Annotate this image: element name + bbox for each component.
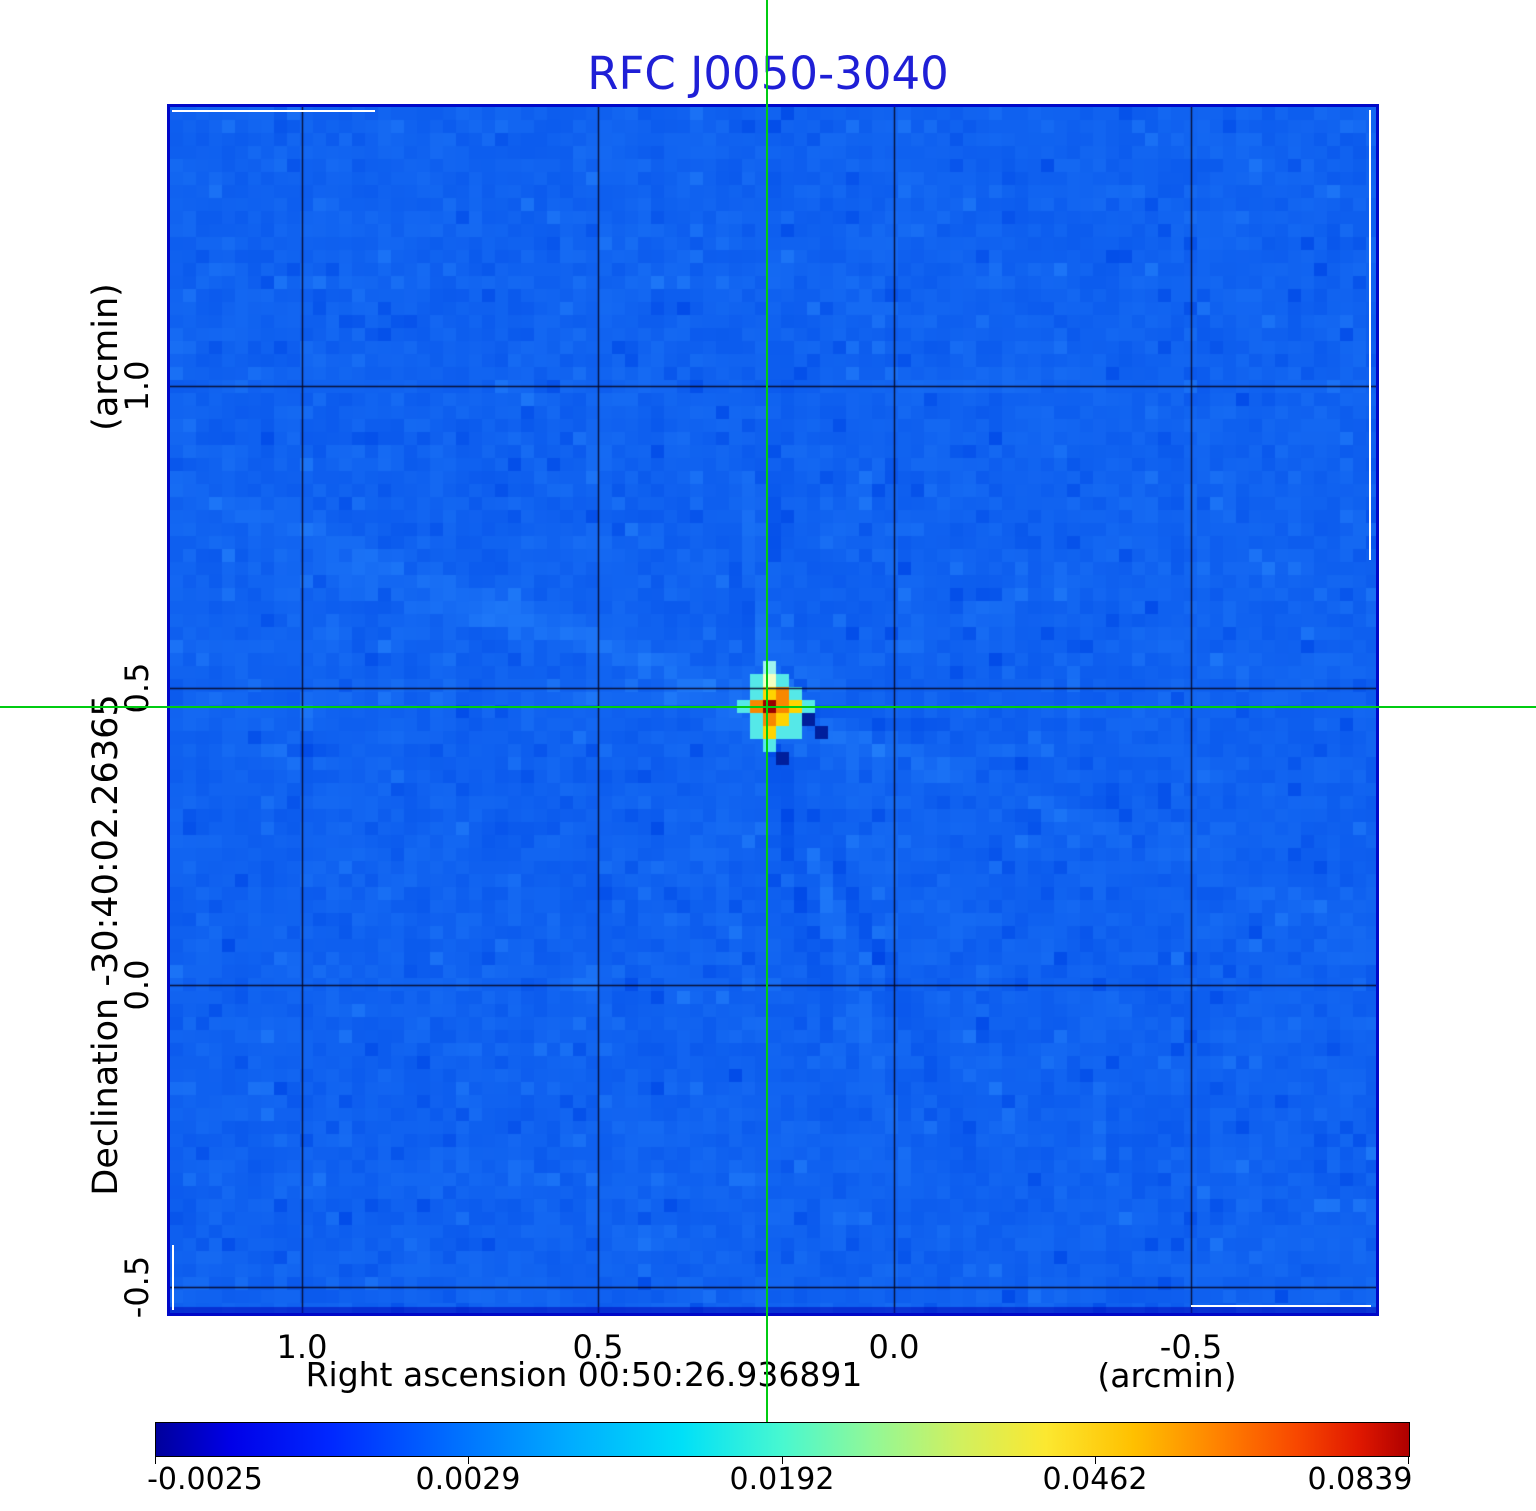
y-axis-unit-label: (arcmin) bbox=[86, 283, 126, 431]
render-artifact-line bbox=[1191, 1305, 1371, 1307]
colorbar-tick bbox=[782, 1456, 783, 1464]
render-artifact-line bbox=[1369, 110, 1371, 560]
render-artifact-line bbox=[172, 110, 375, 112]
colorbar-tick-label: 0.0462 bbox=[1042, 1462, 1148, 1497]
crosshair-horizontal-line bbox=[0, 706, 1536, 708]
y-axis-title: Declination -30:40:02.26365 bbox=[86, 694, 126, 1196]
x-axis-unit-label: (arcmin) bbox=[1097, 1356, 1237, 1395]
page-title: RFC J0050-3040 bbox=[587, 47, 949, 100]
colorbar-tick-label: 0.0192 bbox=[729, 1462, 835, 1497]
y-tick-label: -0.5 bbox=[118, 1255, 156, 1319]
sky-map bbox=[167, 104, 1379, 1316]
colorbar-tick bbox=[155, 1456, 156, 1464]
x-tick-label: -0.5 bbox=[1159, 1328, 1223, 1366]
colorbar-tick bbox=[1095, 1456, 1096, 1464]
colorbar-tick-label: 0.0029 bbox=[415, 1462, 521, 1497]
colorbar-tick-label: 0.0839 bbox=[1307, 1462, 1413, 1497]
colorbar bbox=[155, 1422, 1410, 1457]
x-tick-label: 0.5 bbox=[572, 1328, 624, 1366]
colorbar-tick bbox=[1408, 1456, 1409, 1464]
x-tick-label: 1.0 bbox=[276, 1328, 328, 1366]
colorbar-tick-label: -0.0025 bbox=[147, 1462, 263, 1497]
crosshair-vertical-line bbox=[766, 0, 768, 1422]
x-tick-label: 0.0 bbox=[868, 1328, 920, 1366]
render-artifact-line bbox=[172, 1245, 174, 1310]
colorbar-tick bbox=[468, 1456, 469, 1464]
sky-map-canvas bbox=[170, 107, 1376, 1313]
x-axis-title: Right ascension 00:50:26.936891 bbox=[305, 1355, 863, 1394]
